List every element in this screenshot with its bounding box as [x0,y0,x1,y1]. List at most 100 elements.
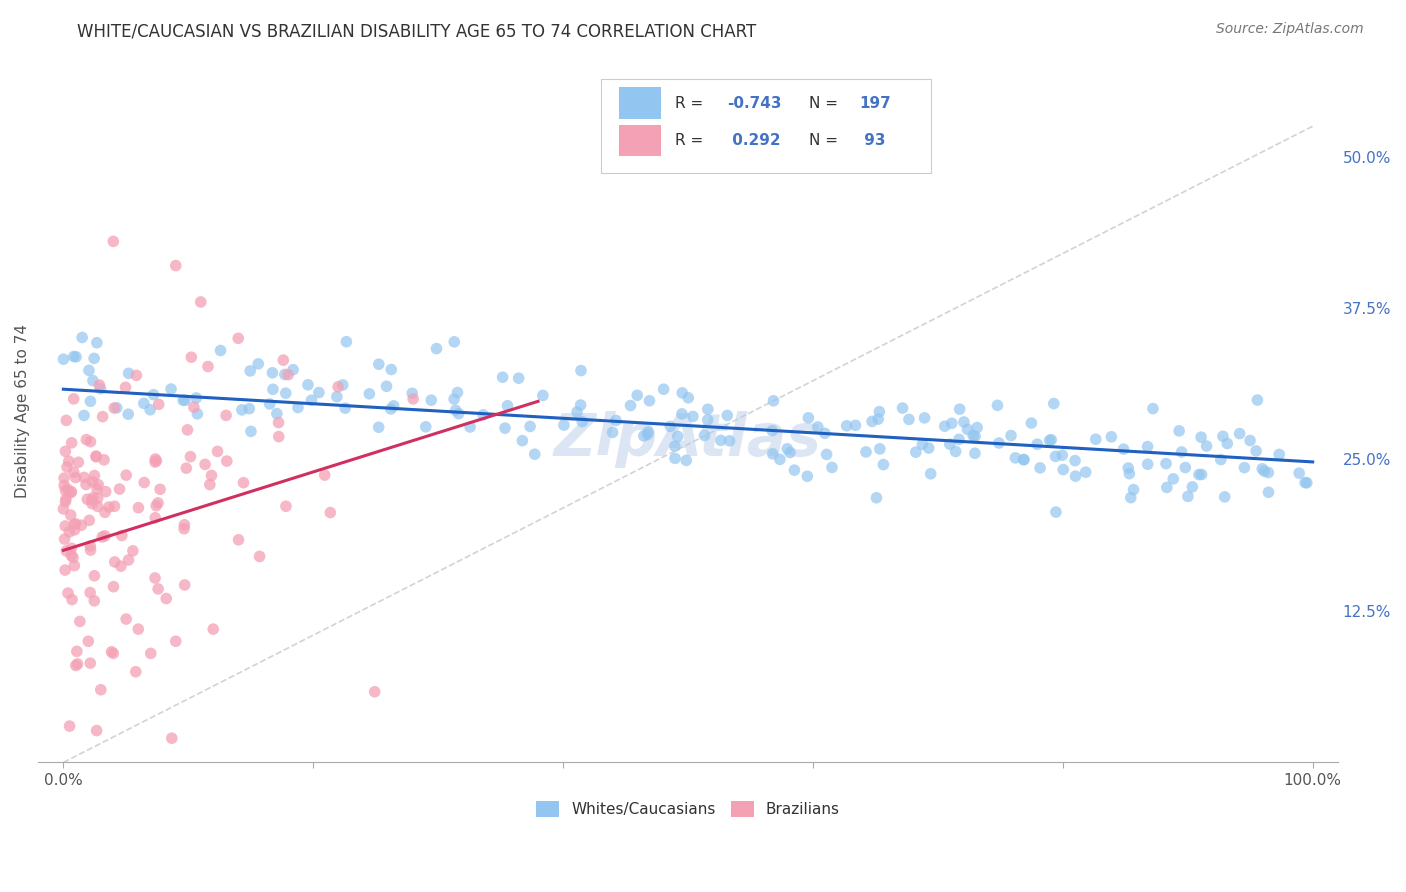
Point [82,491,104,505]
Point [443,392,465,406]
Point [53,471,76,485]
Point [174,461,197,475]
Point [1000,428,1022,442]
Point [132,396,155,410]
Point [75,477,97,491]
Point [174,393,197,408]
Point [125,368,148,383]
FancyBboxPatch shape [619,87,661,119]
Point [90,682,112,697]
Point [103,500,125,514]
Point [56,586,79,600]
Point [716,409,738,423]
Point [145,454,167,468]
Point [904,445,927,459]
Point [239,364,262,378]
Point [855,445,877,459]
Point [1239,434,1261,448]
Point [835,418,858,433]
Point [55,444,77,458]
Point [139,646,162,660]
Point [380,362,402,376]
Point [89,378,111,392]
Point [401,386,423,401]
Point [267,429,290,443]
Point [52,352,75,367]
Point [209,343,232,358]
Point [986,398,1008,412]
Point [1295,475,1317,490]
Point [117,553,139,567]
Point [62,550,84,565]
Point [197,359,219,374]
Point [664,451,686,466]
Point [637,427,659,442]
Point [941,417,963,431]
Point [963,446,986,460]
Point [1012,452,1035,467]
Point [1181,480,1204,494]
Point [1161,472,1184,486]
Point [262,382,284,396]
Point [232,475,254,490]
Point [281,362,304,376]
Point [59,508,82,522]
Point [1038,434,1060,448]
Point [117,367,139,381]
Point [472,408,495,422]
Point [86,335,108,350]
Point [63,523,86,537]
Point [94,484,117,499]
Point [53,563,76,577]
Point [1074,465,1097,479]
Point [496,399,519,413]
Text: 0.292: 0.292 [727,133,780,148]
Point [633,429,655,443]
Point [194,458,217,472]
Point [63,558,86,573]
Point [1195,439,1218,453]
Point [66,644,89,658]
Point [565,405,588,419]
Point [148,397,170,411]
Point [55,492,77,507]
Point [60,484,83,499]
Point [367,357,389,371]
Point [962,428,984,442]
Point [79,539,101,553]
Point [375,379,398,393]
Point [891,401,914,415]
Point [911,437,934,451]
Point [671,407,693,421]
Point [938,437,960,451]
Point [675,453,697,467]
Point [761,424,783,438]
Point [215,454,238,468]
Text: -0.743: -0.743 [727,95,782,111]
Point [183,400,205,414]
Point [776,442,799,456]
Point [83,568,105,582]
Point [94,529,117,543]
Point [1191,467,1213,482]
Point [84,450,107,464]
Point [1042,396,1064,410]
Point [249,549,271,564]
Point [247,357,270,371]
FancyBboxPatch shape [600,79,931,173]
Point [664,439,686,453]
Text: R =: R = [675,95,709,111]
Point [918,441,941,455]
Legend: Whites/Caucasians, Brazilians: Whites/Caucasians, Brazilians [529,794,848,825]
Point [710,434,733,448]
Point [1209,452,1232,467]
Point [65,658,87,673]
Point [1170,445,1192,459]
Point [328,380,350,394]
Point [155,591,177,606]
Point [696,413,718,427]
Point [966,420,988,434]
Point [872,458,894,472]
Point [602,425,624,440]
Point [231,403,253,417]
